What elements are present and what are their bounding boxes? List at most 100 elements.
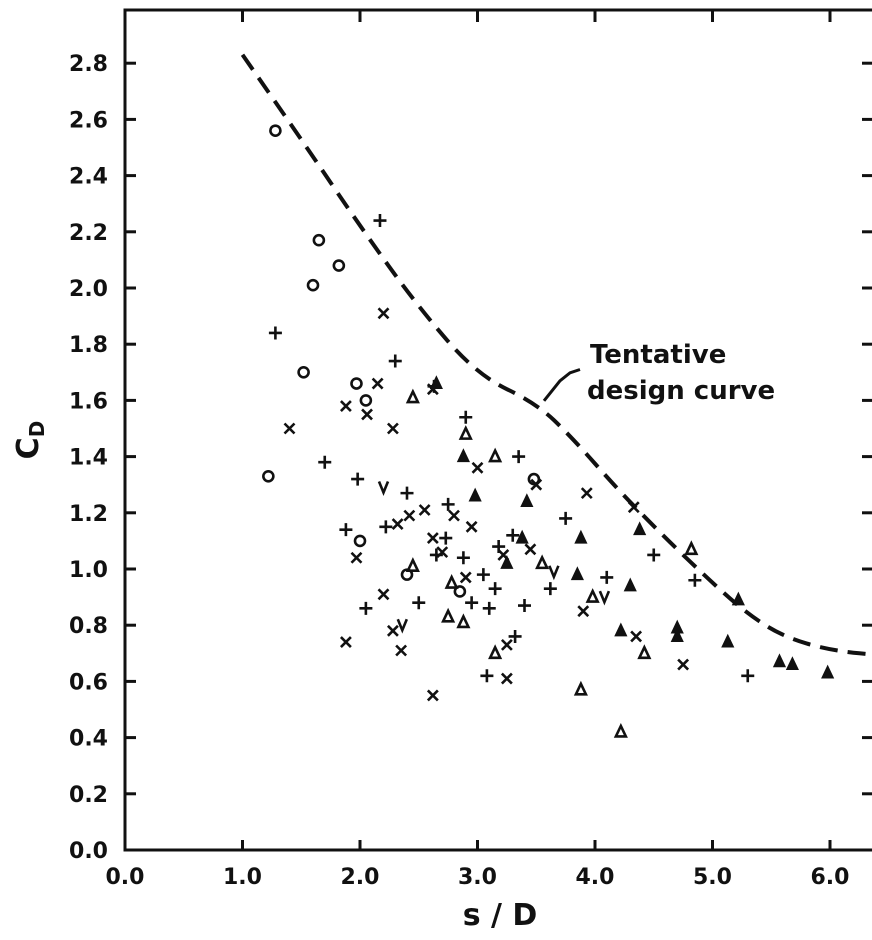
plus-point xyxy=(508,629,522,643)
open-triangle-point xyxy=(441,607,456,623)
x-axis: 0.0 1.0 2.0 3.0 4.0 5.0 6.0 xyxy=(106,10,850,890)
open-triangle-point xyxy=(488,644,503,660)
x-point xyxy=(677,658,690,671)
plus-point xyxy=(600,570,614,584)
v-point xyxy=(377,481,390,496)
open-triangle-point xyxy=(585,588,600,603)
x-point xyxy=(530,478,543,491)
x-point xyxy=(391,518,404,530)
filled-triangle-point xyxy=(785,656,799,671)
filled-triangle-point xyxy=(520,493,534,508)
svg-text:CD: CD xyxy=(11,421,49,460)
y-tick-label: 2.8 xyxy=(69,52,108,77)
plus-point xyxy=(688,573,702,587)
filled-triangle-point xyxy=(721,633,735,648)
plus-point xyxy=(647,548,661,562)
design-curve xyxy=(240,53,872,657)
plus-point xyxy=(379,520,393,534)
x-axis-title: s / D xyxy=(463,898,538,933)
annotation-leader xyxy=(542,368,581,402)
plus-point xyxy=(518,599,531,613)
plot-frame xyxy=(123,8,872,852)
plus-point xyxy=(465,596,479,610)
x-point xyxy=(386,422,399,435)
x-point xyxy=(627,501,640,514)
x-tick-label: 1.0 xyxy=(223,865,262,890)
open-triangle-point xyxy=(456,613,471,629)
plus-point xyxy=(412,596,426,610)
plus-point xyxy=(373,214,387,228)
plus-point xyxy=(351,472,365,486)
y-tick-label: 2.4 xyxy=(69,165,108,190)
x-point xyxy=(471,461,484,474)
filled-triangle-point xyxy=(772,653,787,668)
x-point xyxy=(395,644,408,657)
filled-triangle-point xyxy=(500,555,514,569)
v-point xyxy=(548,565,560,581)
y-tick-label: 2.0 xyxy=(69,277,108,302)
open-triangle-point xyxy=(535,554,550,570)
plus-point xyxy=(476,568,490,582)
circle-point xyxy=(297,365,310,379)
y-tick-label: 1.0 xyxy=(69,558,108,583)
circle-point xyxy=(359,394,373,407)
x-point xyxy=(436,546,449,559)
x-point xyxy=(524,543,537,556)
plus-point xyxy=(543,582,557,596)
x-point xyxy=(426,689,439,702)
y-axis-title-sub: D xyxy=(25,421,49,438)
x-point xyxy=(426,532,439,545)
y-tick-label: 2.2 xyxy=(69,221,108,246)
x-point xyxy=(377,307,390,320)
plus-point xyxy=(480,669,494,683)
x-point xyxy=(580,487,593,500)
y-tick-label: 0.0 xyxy=(69,839,108,864)
y-tick-label: 1.6 xyxy=(69,389,108,414)
x-point xyxy=(418,504,431,516)
y-axis-title: CD xyxy=(11,421,49,460)
filled-triangle-point xyxy=(670,628,684,642)
x-point xyxy=(371,377,384,390)
y-axis: 0.0 0.2 0.4 0.6 0.8 1.0 1.2 1.4 1.6 1.8 2.0 2.2 2.4 2… xyxy=(69,52,872,864)
y-tick-label: 2.6 xyxy=(69,108,108,133)
filled-triangle-point xyxy=(623,577,637,592)
y-tick-label: 0.6 xyxy=(69,670,108,695)
circle-point xyxy=(312,233,326,247)
open-triangle-point xyxy=(684,540,699,556)
y-tick-label: 0.4 xyxy=(69,727,108,752)
plus-point xyxy=(741,669,755,683)
x-point xyxy=(465,520,478,533)
x-point xyxy=(339,400,352,412)
circle-point xyxy=(262,469,275,483)
x-tick-label: 5.0 xyxy=(693,865,732,890)
y-tick-label: 0.2 xyxy=(69,783,108,808)
annotation-line2: design curve xyxy=(587,376,775,406)
x-point xyxy=(577,605,590,618)
circle-point xyxy=(306,278,320,292)
filled-triangle-point xyxy=(429,375,443,390)
circle-point xyxy=(269,124,282,137)
y-axis-title-main: C xyxy=(11,437,46,459)
x-tick-label: 3.0 xyxy=(458,865,497,890)
plus-point xyxy=(339,523,353,537)
data-markers xyxy=(262,124,835,738)
filled-triangle-point xyxy=(570,566,584,581)
plus-point xyxy=(488,582,502,596)
y-tick-label: 0.8 xyxy=(69,614,108,639)
x-point xyxy=(283,422,296,435)
annotation: Tentative design curve xyxy=(542,340,775,406)
circle-point xyxy=(453,585,467,598)
circle-point xyxy=(350,377,363,390)
x-point xyxy=(459,571,472,584)
x-point xyxy=(350,551,363,564)
x-tick-label: 6.0 xyxy=(811,865,850,890)
plus-point xyxy=(400,486,414,500)
filled-triangle-point xyxy=(574,529,588,544)
plus-point xyxy=(439,531,453,545)
open-triangle-point xyxy=(444,574,459,589)
x-point xyxy=(339,636,352,648)
x-point xyxy=(403,509,416,522)
plus-point xyxy=(268,326,282,340)
x-tick-label: 0.0 xyxy=(106,865,145,890)
